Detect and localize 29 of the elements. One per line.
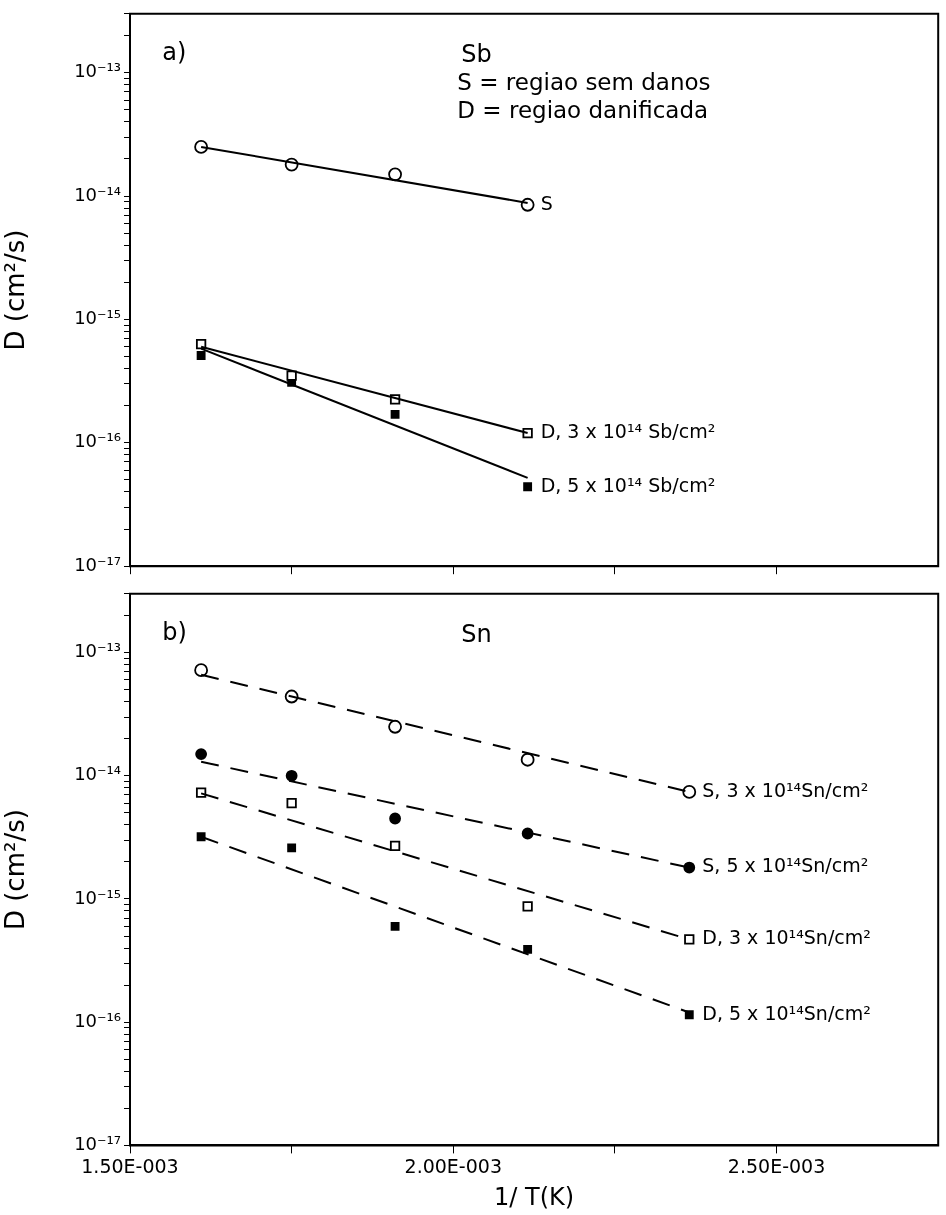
series-label: D, 3 x 10¹⁴ Sb/cm²: [540, 419, 716, 442]
series-label: S: [540, 191, 553, 214]
series-label: S, 5 x 10¹⁴Sn/cm²: [702, 854, 869, 877]
text: Sn: [461, 620, 492, 649]
series-label: D, 5 x 10¹⁴ Sb/cm²: [540, 473, 716, 496]
y-tick-label: 10⁻¹⁵: [74, 886, 121, 908]
y-tick-label: 10⁻¹³: [74, 640, 121, 662]
y-tick-label: 10⁻¹⁴: [74, 183, 121, 205]
annotation: a): [162, 38, 187, 67]
y-tick-label: 10⁻¹⁷: [74, 1133, 121, 1155]
y-tick-label: 10⁻¹⁵: [74, 307, 121, 329]
y-axis-title: D (cm²/s): [0, 809, 31, 931]
y-tick-label: 10⁻¹⁷: [74, 553, 121, 575]
x-tick-label: 1.50E-003: [81, 1154, 179, 1177]
y-tick-label: 10⁻¹⁶: [74, 430, 121, 452]
x-tick-label: 2.00E-003: [404, 1154, 502, 1177]
y-axis-title: D (cm²/s): [0, 229, 31, 351]
y-tick-label: 10⁻¹⁴: [74, 763, 121, 785]
annotation: b): [162, 618, 187, 647]
annotation: S = regiao sem danos: [457, 68, 711, 95]
series-label: D, 5 x 10¹⁴Sn/cm²: [702, 1001, 871, 1024]
series-label: S, 3 x 10¹⁴Sn/cm²: [702, 778, 869, 801]
y-tick-label: 10⁻¹⁶: [74, 1009, 121, 1031]
x-axis-title: 1/ T(K): [494, 1182, 575, 1211]
series-label: D, 3 x 10¹⁴Sn/cm²: [702, 926, 871, 949]
y-tick-label: 10⁻¹³: [74, 60, 121, 82]
annotation: D = regiao danificada: [457, 96, 709, 123]
text: Sb: [461, 40, 492, 69]
x-tick-label: 2.50E-003: [727, 1154, 826, 1177]
